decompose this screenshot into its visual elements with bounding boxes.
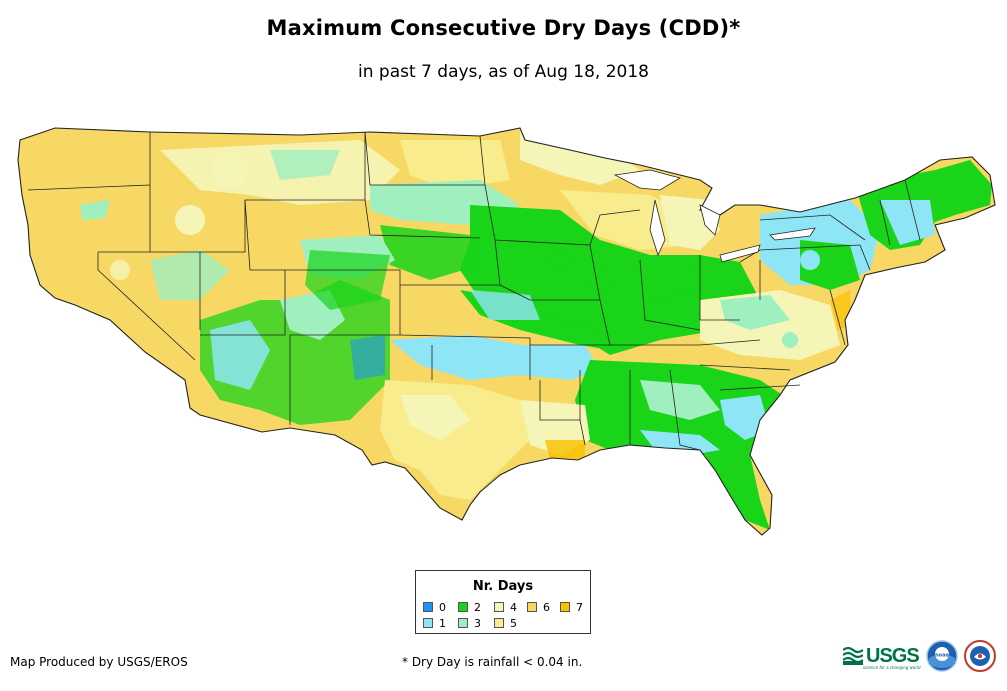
usgs-tagline: science for a changing world — [863, 665, 921, 670]
noaa-logo-icon: noaa — [926, 640, 958, 672]
state-boundaries — [27, 131, 921, 451]
map-subtitle: in past 7 days, as of Aug 18, 2018 — [358, 62, 649, 82]
legend-label: 1 — [439, 617, 446, 630]
great-lakes — [613, 169, 816, 263]
legend-swatch — [527, 602, 537, 612]
legend-swatch — [494, 618, 504, 628]
legend-swatch — [423, 618, 433, 628]
legend-swatch — [458, 602, 468, 612]
legend-label: 7 — [576, 601, 583, 614]
legend-swatch — [560, 602, 570, 612]
nws-logo-icon — [964, 640, 996, 672]
cdd-map — [17, 127, 996, 536]
legend-swatch — [494, 602, 504, 612]
map-title: Maximum Consecutive Dry Days (CDD)* — [266, 16, 741, 40]
legend-label: 0 — [439, 601, 446, 614]
map-credit: Map Produced by USGS/EROS — [10, 655, 188, 669]
legend-label: 4 — [510, 601, 517, 614]
legend-label: 6 — [543, 601, 550, 614]
legend-swatch — [423, 602, 433, 612]
usgs-logo: USGS science for a changing world — [843, 641, 921, 671]
legend: Nr. Days 0 1 2 3 4 5 6 7 — [415, 570, 591, 634]
legend-label: 3 — [474, 617, 481, 630]
footnote: * Dry Day is rainfall < 0.04 in. — [402, 655, 583, 669]
legend-title: Nr. Days — [472, 579, 534, 594]
legend-label: 5 — [510, 617, 517, 630]
legend-swatch — [458, 618, 468, 628]
usgs-wave-icon — [843, 646, 863, 665]
legend-label: 2 — [474, 601, 481, 614]
usgs-wordmark: USGS — [866, 644, 920, 667]
noaa-logo-text: noaa — [935, 653, 949, 659]
